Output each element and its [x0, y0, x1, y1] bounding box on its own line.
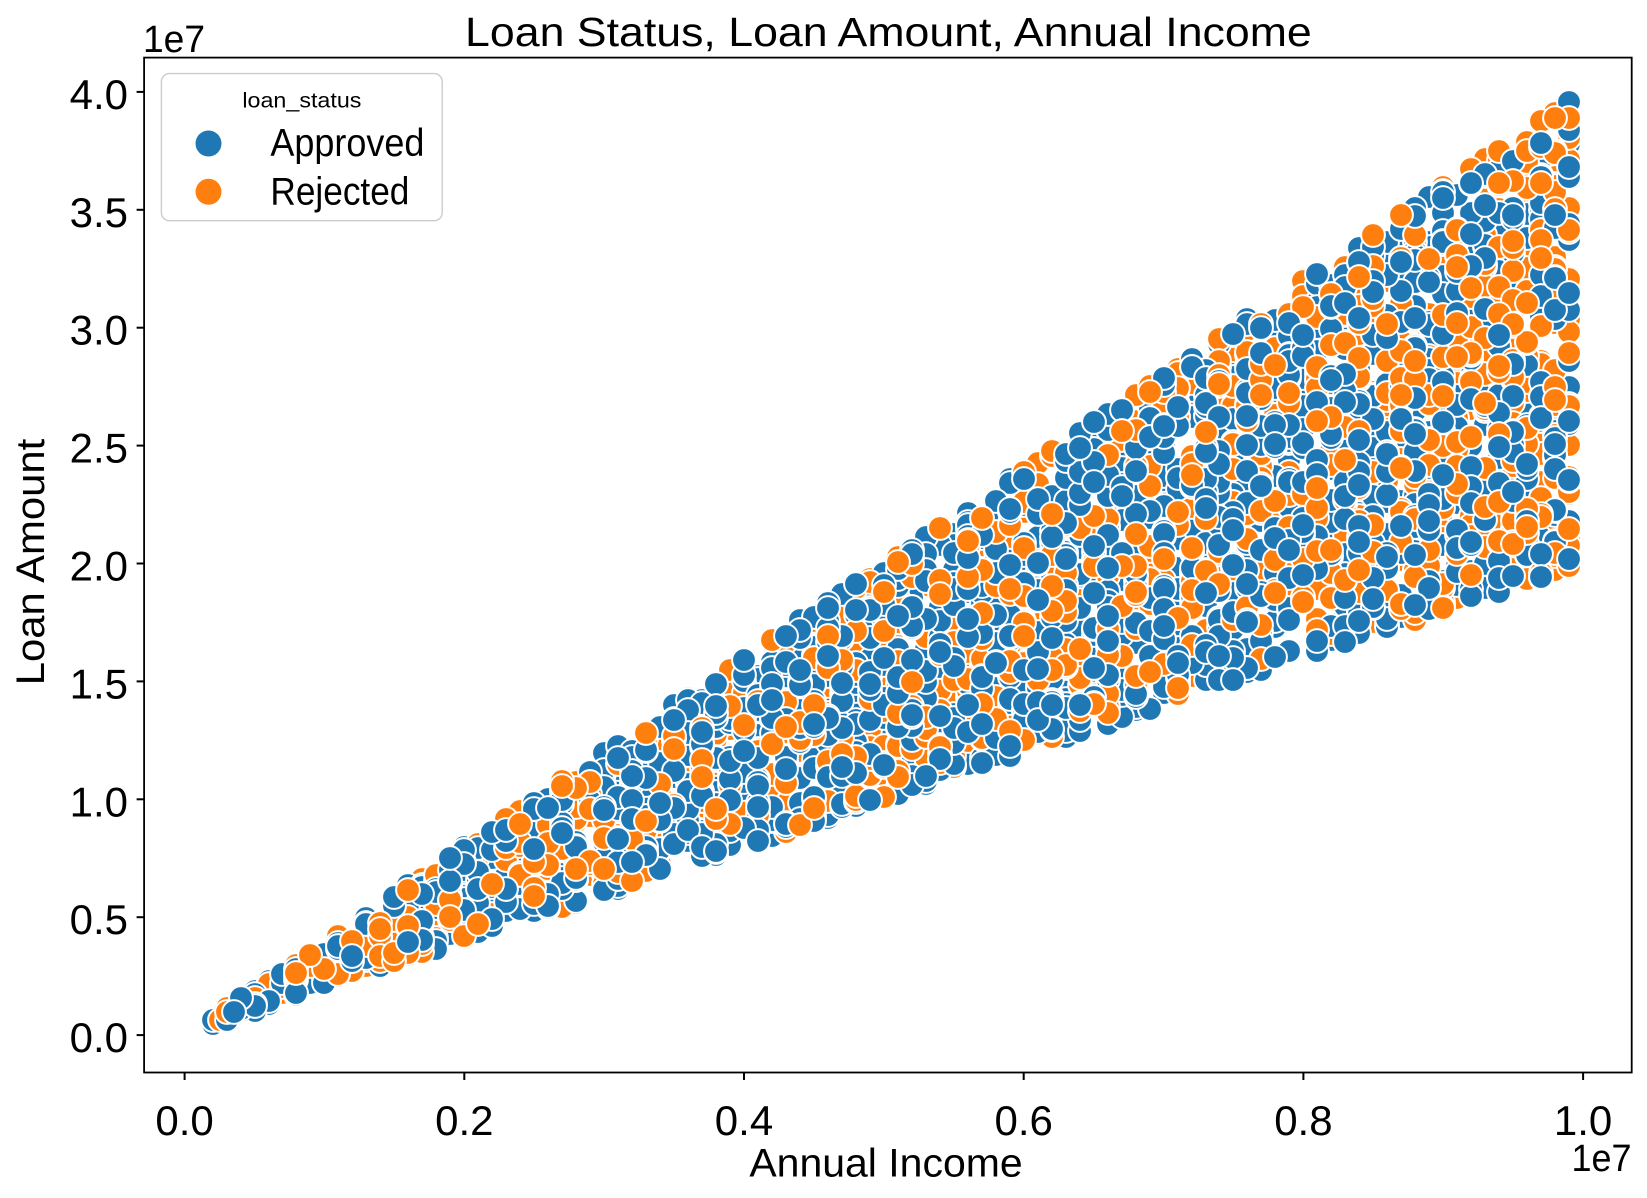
svg-text:1e7: 1e7: [143, 19, 205, 61]
svg-text:0.0: 0.0: [70, 1014, 128, 1061]
svg-text:3.5: 3.5: [70, 189, 128, 236]
svg-text:0.8: 0.8: [1274, 1097, 1332, 1144]
svg-text:0.4: 0.4: [715, 1097, 773, 1144]
svg-text:Rejected: Rejected: [270, 170, 409, 213]
svg-text:Loan Status, Loan Amount, Annu: Loan Status, Loan Amount, Annual Income: [465, 9, 1312, 55]
svg-text:0.2: 0.2: [435, 1097, 493, 1144]
svg-text:0.6: 0.6: [995, 1097, 1053, 1144]
svg-text:2.0: 2.0: [70, 543, 128, 590]
svg-text:1.0: 1.0: [70, 778, 128, 825]
svg-text:loan_status: loan_status: [242, 88, 361, 112]
svg-text:0.5: 0.5: [70, 896, 128, 943]
svg-text:4.0: 4.0: [70, 71, 128, 118]
svg-text:Approved: Approved: [270, 122, 424, 165]
svg-text:2.5: 2.5: [70, 425, 128, 472]
svg-text:1.0: 1.0: [1554, 1097, 1612, 1144]
svg-text:1e7: 1e7: [1572, 1138, 1632, 1180]
svg-text:3.0: 3.0: [70, 307, 128, 354]
svg-text:1.5: 1.5: [70, 660, 128, 707]
svg-text:Annual Income: Annual Income: [749, 1142, 1022, 1186]
svg-text:0.0: 0.0: [155, 1097, 213, 1144]
svg-text:Loan Amount: Loan Amount: [9, 439, 53, 686]
